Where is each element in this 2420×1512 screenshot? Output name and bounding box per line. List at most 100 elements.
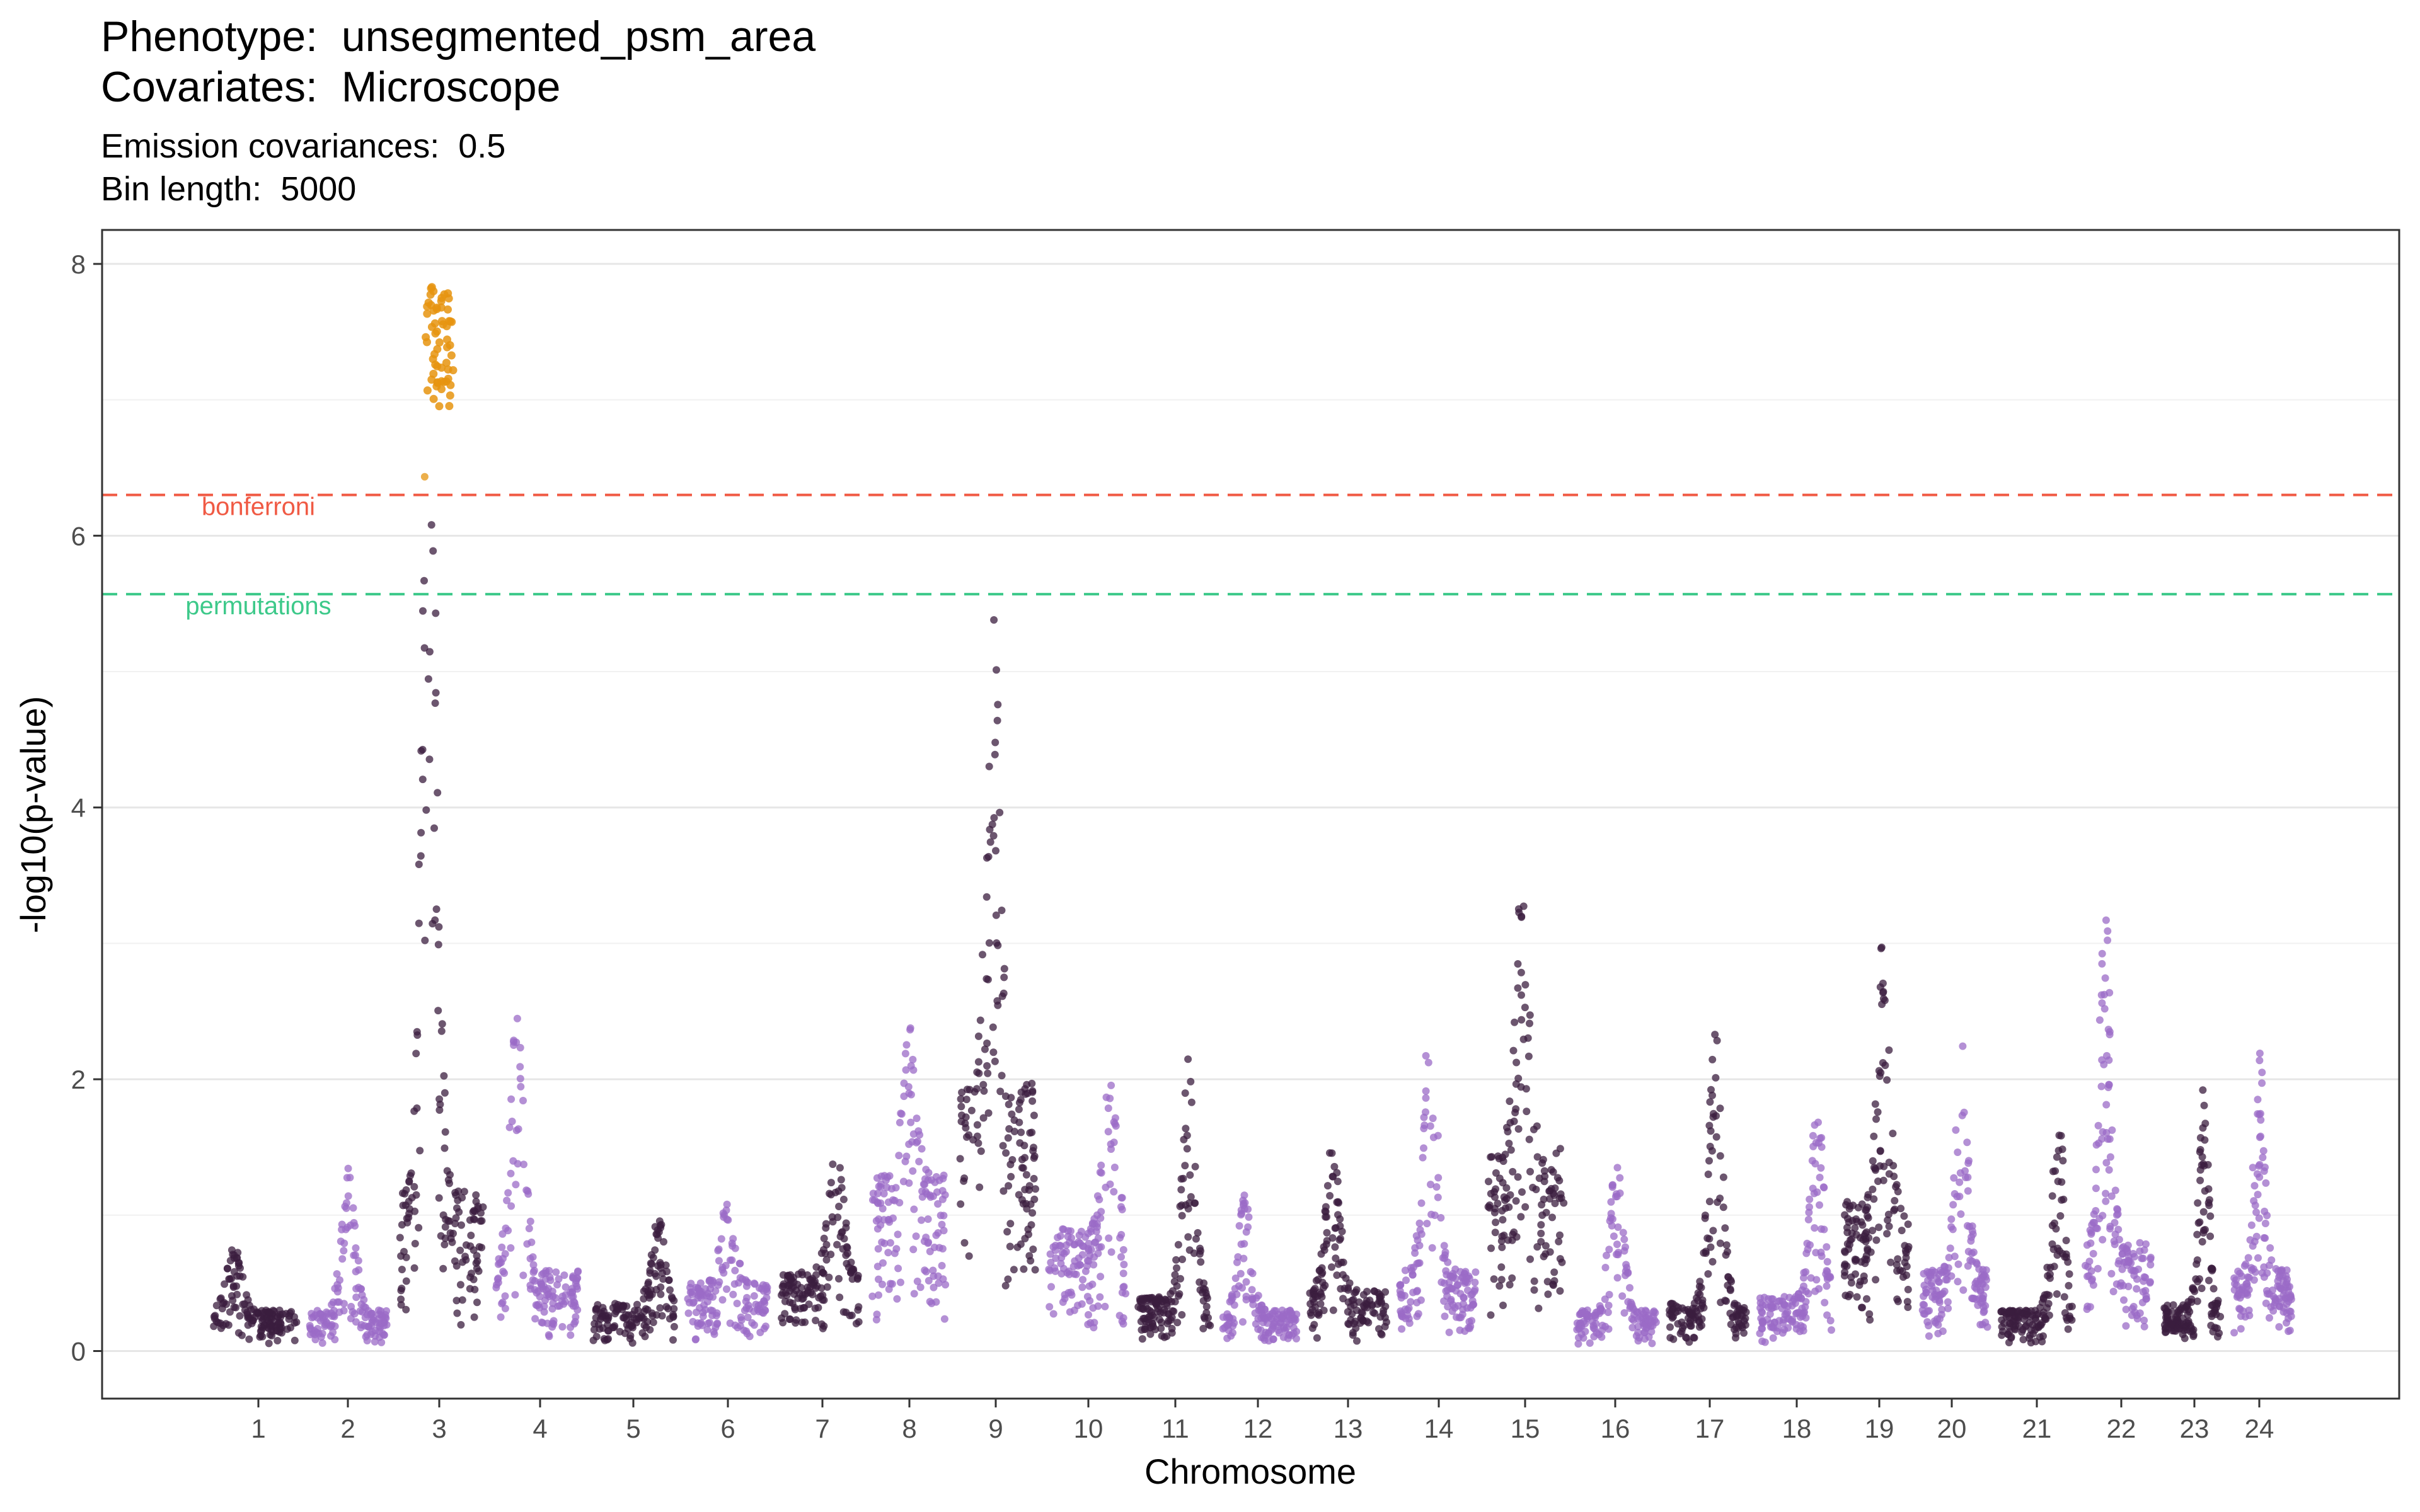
data-point <box>703 1326 712 1334</box>
data-point <box>1541 1172 1549 1181</box>
data-point <box>1248 1295 1257 1303</box>
data-point <box>921 1181 929 1189</box>
data-point <box>2048 1240 2056 1248</box>
data-point <box>1072 1270 1080 1278</box>
data-point-significant <box>427 284 435 293</box>
data-point <box>538 1318 546 1326</box>
data-point <box>1704 1270 1712 1278</box>
data-point <box>431 916 439 924</box>
data-point <box>1497 1263 1506 1271</box>
data-point <box>1186 1171 1194 1179</box>
data-point <box>657 1290 665 1298</box>
data-point <box>1352 1324 1360 1332</box>
data-point <box>1555 1177 1564 1184</box>
data-point <box>1169 1287 1177 1295</box>
x-axis: 1 2 3 4 5 6 7 8 9 10 11 12 13 14 15 16 17 18 19 20 21 22 23 24 <box>251 1399 2274 1443</box>
data-point <box>1818 1225 1825 1233</box>
data-point <box>1471 1285 1479 1293</box>
data-point <box>759 1281 767 1289</box>
data-point <box>2120 1296 2128 1304</box>
data-point <box>1708 1055 1717 1063</box>
x-tick-label: 14 <box>1424 1414 1454 1443</box>
data-point <box>1668 1314 1676 1322</box>
data-point <box>396 1234 404 1242</box>
data-point <box>1785 1293 1794 1302</box>
data-point <box>411 1240 419 1247</box>
data-point <box>1716 1239 1724 1247</box>
data-point <box>1966 1256 1974 1264</box>
data-point <box>1885 1222 1893 1230</box>
data-point <box>2206 1232 2215 1240</box>
data-point <box>1120 1261 1128 1269</box>
data-point <box>817 1249 826 1257</box>
data-point <box>2060 1293 2068 1301</box>
data-point <box>958 1089 966 1096</box>
data-point <box>2230 1329 2238 1337</box>
data-point <box>651 1269 659 1278</box>
data-point <box>1877 1068 1885 1077</box>
data-point <box>425 648 434 656</box>
data-point <box>930 1192 937 1200</box>
data-point <box>1904 1303 1912 1311</box>
data-point <box>2106 988 2114 997</box>
data-point <box>986 838 994 846</box>
data-point <box>1709 1227 1717 1235</box>
data-point <box>1111 1114 1119 1122</box>
data-point <box>1982 1266 1990 1274</box>
data-point <box>2065 1281 2073 1290</box>
data-point <box>1067 1288 1075 1297</box>
data-point <box>2254 1191 2262 1199</box>
data-point <box>1806 1195 1814 1203</box>
data-point <box>1434 1193 1442 1201</box>
data-point <box>1049 1310 1057 1318</box>
data-point <box>2054 1177 2062 1186</box>
data-point <box>1235 1222 1243 1230</box>
data-point <box>352 1268 360 1276</box>
data-point <box>1700 1249 1708 1257</box>
data-point <box>914 1137 921 1145</box>
data-point <box>976 1183 984 1191</box>
data-point <box>1019 1164 1027 1172</box>
data-point <box>900 1079 908 1087</box>
data-point <box>938 1220 946 1228</box>
data-point <box>318 1329 326 1337</box>
data-point <box>925 1276 933 1285</box>
data-point <box>402 1305 410 1314</box>
data-point <box>1712 1133 1720 1141</box>
data-point <box>2192 1260 2201 1268</box>
data-point <box>1981 1319 1990 1327</box>
data-point <box>657 1283 665 1292</box>
data-point <box>2196 1148 2204 1156</box>
data-point <box>2146 1255 2155 1263</box>
data-point <box>985 762 993 770</box>
data-point-significant <box>429 394 438 403</box>
data-point <box>879 1205 887 1213</box>
data-point <box>2097 991 2106 999</box>
data-point <box>1306 1309 1315 1317</box>
data-point <box>940 1211 948 1220</box>
data-point <box>1180 1135 1188 1143</box>
data-point <box>973 1121 981 1129</box>
data-point <box>708 1312 717 1319</box>
data-point <box>1046 1303 1054 1311</box>
data-point <box>1288 1310 1296 1319</box>
data-point <box>1804 1215 1812 1223</box>
data-point <box>1318 1278 1327 1286</box>
data-point <box>349 1308 357 1316</box>
data-point <box>438 1020 446 1028</box>
data-point <box>357 1285 365 1293</box>
data-point <box>750 1292 758 1300</box>
data-point <box>1613 1240 1621 1249</box>
data-point <box>839 1308 848 1316</box>
data-point <box>2087 1267 2095 1275</box>
data-point <box>1530 1286 1538 1294</box>
data-point <box>1326 1149 1334 1157</box>
data-point <box>1812 1249 1820 1257</box>
data-point <box>283 1325 291 1333</box>
data-point <box>1894 1255 1902 1263</box>
data-point <box>1270 1318 1278 1326</box>
data-point <box>1257 1333 1265 1341</box>
data-point <box>398 1221 406 1229</box>
data-point <box>1858 1303 1865 1312</box>
x-tick-label: 13 <box>1334 1414 1363 1443</box>
